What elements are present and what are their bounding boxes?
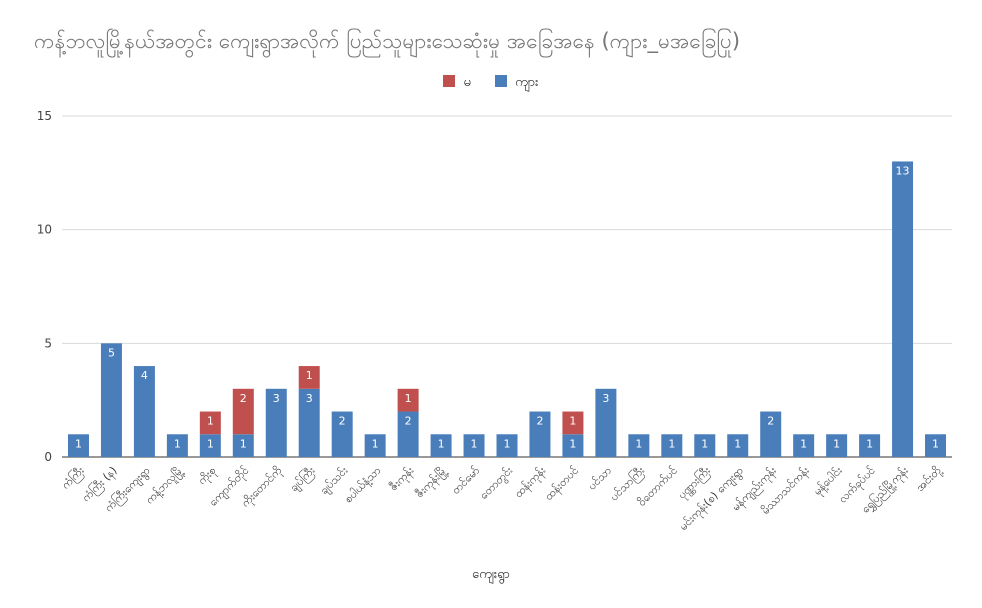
bar-male[interactable]	[496, 434, 518, 457]
data-label: 2	[536, 415, 543, 428]
data-label: 3	[306, 392, 313, 405]
bar-male[interactable]	[694, 434, 716, 457]
legend-label-male: ကျား	[515, 75, 539, 90]
bar-male[interactable]	[661, 434, 683, 457]
bar-male[interactable]	[199, 434, 221, 457]
data-label: 1	[504, 437, 511, 450]
data-label: 1	[932, 437, 939, 450]
data-label: 1	[207, 415, 214, 428]
bar-male[interactable]	[628, 434, 650, 457]
bar-male[interactable]	[727, 434, 749, 457]
bar-female[interactable]	[397, 388, 419, 412]
bar-male[interactable]	[430, 434, 452, 457]
data-label: 1	[471, 437, 478, 450]
data-label: 1	[734, 437, 741, 450]
legend-item-male[interactable]: ကျား	[495, 74, 539, 93]
data-label: 1	[438, 437, 445, 450]
data-label: 2	[240, 392, 247, 405]
bar-male[interactable]	[595, 388, 617, 457]
bar-male[interactable]	[397, 411, 419, 457]
data-label: 13	[896, 164, 910, 177]
chart-title: ကန့်ဘလူမြို့နယ်အတွင်း ကျေးရွာအလိုက် ပြည်…	[34, 29, 741, 53]
x-tick-label: ဇီးကုန်းမြို့	[412, 463, 450, 501]
legend-label-female: မ	[463, 75, 471, 90]
data-label: 4	[141, 369, 148, 382]
x-axis-title: ကျေးရွာ	[472, 567, 510, 582]
x-tick-label: ချပ်ကြီး	[287, 463, 319, 495]
data-label: 1	[372, 437, 379, 450]
legend-swatch-female	[443, 75, 456, 87]
y-tick-label: 5	[44, 336, 52, 350]
data-label: 1	[668, 437, 675, 450]
bar-male[interactable]	[760, 411, 782, 457]
bar-female[interactable]	[562, 411, 584, 435]
bar-male[interactable]	[133, 366, 155, 457]
data-label: 1	[75, 437, 82, 450]
data-label: 1	[207, 437, 214, 450]
x-tick-label: ကံကြီး	[58, 463, 88, 493]
data-label: 1	[569, 437, 576, 450]
bar-male[interactable]	[100, 343, 122, 457]
data-label: 1	[405, 392, 412, 405]
x-tick-label: ထန်းတပင်	[542, 464, 582, 504]
data-label: 1	[569, 415, 576, 428]
legend: မ ကျား	[0, 74, 982, 93]
data-label: 1	[306, 369, 313, 382]
x-tick-label: တောတွင်း	[477, 464, 517, 504]
bar-female[interactable]	[199, 411, 221, 435]
data-label: 1	[833, 437, 840, 450]
data-label: 1	[866, 437, 873, 450]
bar-male[interactable]	[364, 434, 386, 457]
legend-item-female[interactable]: မ	[443, 74, 471, 93]
bar-male[interactable]	[265, 388, 287, 457]
bar-male[interactable]	[67, 434, 89, 457]
bar-male[interactable]	[298, 388, 320, 457]
bar-male[interactable]	[562, 434, 584, 457]
y-tick-label: 0	[44, 450, 52, 464]
legend-swatch-male	[495, 75, 508, 87]
y-tick-label: 15	[37, 109, 52, 123]
data-label: 1	[800, 437, 807, 450]
data-label: 2	[405, 415, 412, 428]
bar-male[interactable]	[331, 411, 353, 457]
x-tick-label: အင်းတို့	[913, 464, 945, 496]
bar-male[interactable]	[793, 434, 815, 457]
x-tick-label: စပါယ်နံ့သာ	[342, 464, 385, 507]
bar-female[interactable]	[298, 366, 320, 389]
data-label: 1	[240, 437, 247, 450]
data-label: 5	[108, 346, 115, 359]
bar-male[interactable]	[232, 434, 254, 457]
bar-male[interactable]	[529, 411, 551, 457]
data-label: 2	[767, 415, 774, 428]
bar-male[interactable]	[925, 434, 947, 457]
bar-female[interactable]	[232, 388, 254, 435]
data-label: 1	[701, 437, 708, 450]
data-label: 1	[635, 437, 642, 450]
data-label: 3	[602, 392, 609, 405]
bar-male[interactable]	[859, 434, 881, 457]
x-tick-label: ပင်သာ	[585, 464, 614, 493]
y-tick-label: 10	[37, 223, 52, 237]
data-label: 1	[174, 437, 181, 450]
bar-male[interactable]	[166, 434, 188, 457]
x-tick-label: ကိုးစု	[195, 464, 220, 489]
bar-male[interactable]	[826, 434, 848, 457]
data-label: 3	[273, 392, 280, 405]
data-label: 2	[339, 415, 346, 428]
bar-male[interactable]	[892, 161, 914, 457]
bar-male[interactable]	[463, 434, 485, 457]
